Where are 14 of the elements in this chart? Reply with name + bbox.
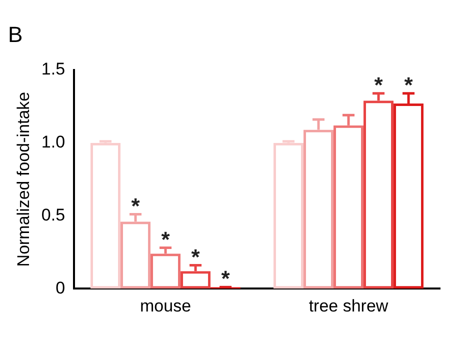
chart-title: B: [8, 22, 23, 48]
y-tick-label: 1.5: [41, 60, 66, 79]
data-label: *: [404, 72, 414, 98]
data-label: *: [131, 193, 140, 218]
data-label: *: [191, 244, 200, 270]
data-label: *: [161, 226, 170, 252]
y-axis-title: Normalized food-intake: [14, 92, 33, 267]
x-tick-label: tree shrew: [308, 296, 389, 316]
y-tick-label: 0: [56, 278, 66, 298]
data-label: *: [374, 72, 384, 98]
data-label: *: [221, 266, 230, 292]
y-tick-label: 1.0: [41, 132, 66, 152]
x-tick-label: mouse: [140, 296, 192, 316]
y-tick-label: 0.5: [41, 205, 66, 224]
